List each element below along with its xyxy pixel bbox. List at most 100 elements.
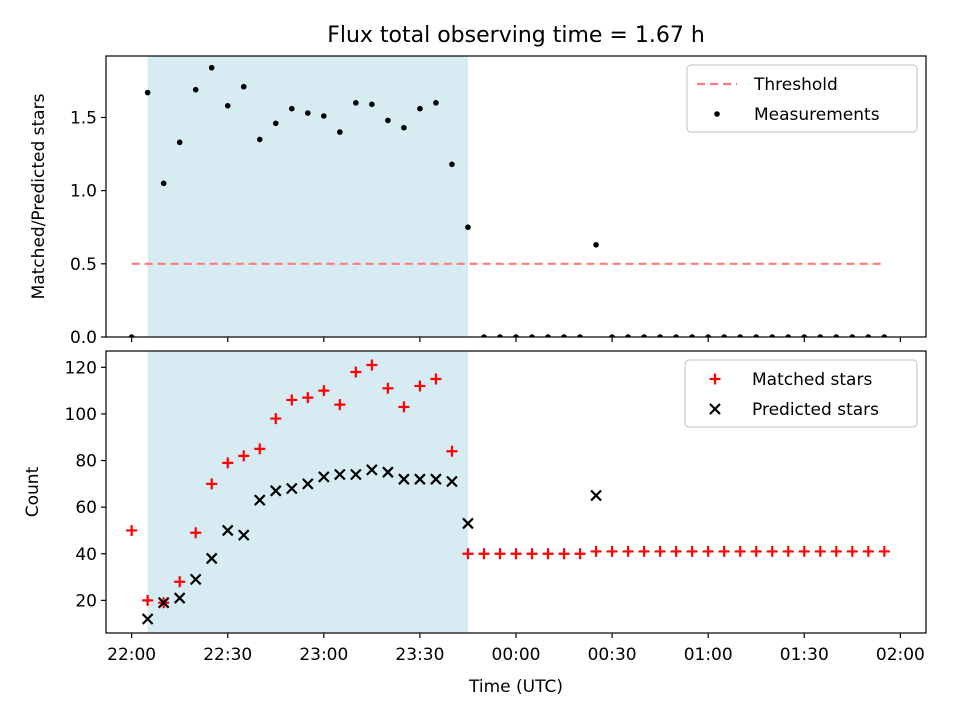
predicted-stars-marker: [398, 473, 410, 485]
measurements-point: [801, 334, 808, 337]
plot-area: [128, 64, 888, 337]
legend-box: [684, 359, 918, 428]
matched-stars-marker: [558, 548, 570, 560]
matched-stars-marker: [782, 545, 794, 557]
matched-stars-marker: [542, 548, 554, 560]
predicted-stars-marker: [205, 552, 218, 565]
measurements-point: [577, 334, 583, 337]
matched-stars-marker: [622, 545, 634, 557]
measurements-point: [545, 334, 551, 337]
measurements-point: [785, 334, 792, 337]
matched-stars-marker: [174, 576, 186, 588]
measurements-point: [433, 100, 439, 106]
y-tick-label: 1.0: [70, 182, 97, 202]
matched-stars-marker: [350, 366, 362, 378]
bottom-panel: 20 40 60 80 100 120 22:00 22:30 23:00 23:30 00:00 0…: [23, 350, 927, 665]
matched-stars-marker: [382, 382, 394, 394]
matched-stars-marker: [398, 401, 410, 413]
predicted-stars-marker: [318, 471, 330, 483]
predicted-stars-marker: [366, 464, 378, 476]
plot-area: [126, 359, 890, 625]
predicted-stars-legend-swatch: [709, 403, 721, 415]
matched-stars-marker: [206, 478, 218, 490]
matched-stars-marker: [510, 548, 522, 560]
y-tick-label: 0.0: [70, 328, 97, 348]
measurements-legend-label: Measurements: [754, 105, 880, 125]
predicted-stars-marker: [430, 473, 442, 485]
predicted-stars-marker: [286, 482, 298, 495]
predicted-stars-marker: [253, 494, 266, 506]
measurements-point: [401, 124, 407, 131]
predicted-stars-marker: [157, 596, 170, 609]
top-panel: 0.0 0.5 1.0 1.5 Matched/Predicted stars Thres…: [29, 55, 927, 348]
predicted-stars-marker: [334, 468, 346, 481]
measurements-point: [609, 334, 615, 337]
x-tick-label: 02:00: [876, 645, 925, 665]
matched-stars-marker: [254, 443, 266, 455]
x-tick-label: 22:30: [203, 645, 252, 665]
threshold-legend-label: Threshold: [753, 75, 838, 95]
measurements-point: [256, 136, 263, 143]
matched-stars-marker: [846, 545, 858, 557]
matched-stars-marker: [430, 373, 442, 385]
matched-stars-marker: [414, 380, 426, 392]
x-tick-label: 00:00: [492, 645, 541, 665]
measurements-point: [513, 334, 519, 337]
matched-stars-marker: [334, 399, 346, 411]
matched-stars-marker: [862, 545, 874, 557]
measurements-legend-swatch: [714, 111, 720, 117]
measurements-point: [625, 334, 631, 337]
measurements-point: [465, 224, 471, 231]
matched-stars-marker: [446, 445, 458, 457]
matched-stars-marker: [814, 545, 826, 557]
measurements-point: [753, 334, 760, 337]
matched-stars-marker: [142, 594, 154, 606]
measurements-point: [497, 334, 503, 337]
predicted-stars-marker: [382, 466, 394, 478]
legend: Threshold Measurements: [686, 64, 918, 133]
predicted-stars-marker: [173, 592, 186, 604]
measurements-point: [144, 89, 151, 96]
matched-stars-marker: [318, 385, 330, 397]
predicted-stars-marker: [237, 529, 250, 541]
predicted-stars-marker: [446, 475, 458, 488]
measurements-point: [385, 117, 391, 124]
measurements-point: [208, 64, 215, 71]
matched-stars-marker: [494, 548, 506, 560]
measurements-point: [288, 105, 295, 112]
measurements-point: [128, 334, 135, 337]
y-tick-label: 80: [75, 452, 97, 472]
measurements-point: [721, 334, 728, 337]
matched-stars-marker: [686, 545, 698, 557]
matched-stars-legend-label: Matched stars: [752, 370, 872, 390]
predicted-stars-marker: [189, 573, 202, 586]
matched-stars-marker: [302, 392, 314, 404]
matched-stars-marker: [478, 548, 490, 560]
measurements-point: [529, 334, 535, 337]
matched-stars-marker: [766, 545, 778, 557]
x-tick-label: 01:00: [684, 645, 733, 665]
matched-stars-marker: [670, 545, 682, 557]
y-axis-label: Count: [23, 466, 43, 517]
measurements-point: [369, 101, 375, 108]
legend-box: [686, 64, 918, 133]
predicted-stars-marker: [350, 468, 362, 481]
y-tick-label: 100: [65, 405, 97, 425]
measurements-point: [304, 110, 311, 116]
measurements-point: [417, 105, 423, 112]
y-tick-label: 0.5: [70, 255, 97, 275]
measurements-point: [240, 83, 247, 90]
x-tick-label: 23:30: [395, 645, 444, 665]
predicted-stars-marker: [302, 478, 314, 490]
legend: Matched stars Predicted stars: [684, 359, 918, 428]
matched-stars-marker: [366, 359, 378, 371]
y-tick-label: 1.5: [70, 108, 97, 128]
measurements-point: [817, 334, 824, 337]
measurements-point: [224, 102, 231, 109]
x-tick-label: 01:30: [780, 645, 829, 665]
measurements-point: [192, 86, 199, 93]
matched-stars-marker: [462, 548, 474, 560]
measurements-point: [737, 334, 744, 337]
measurements-point: [176, 139, 183, 146]
matched-stars-marker: [718, 545, 730, 557]
